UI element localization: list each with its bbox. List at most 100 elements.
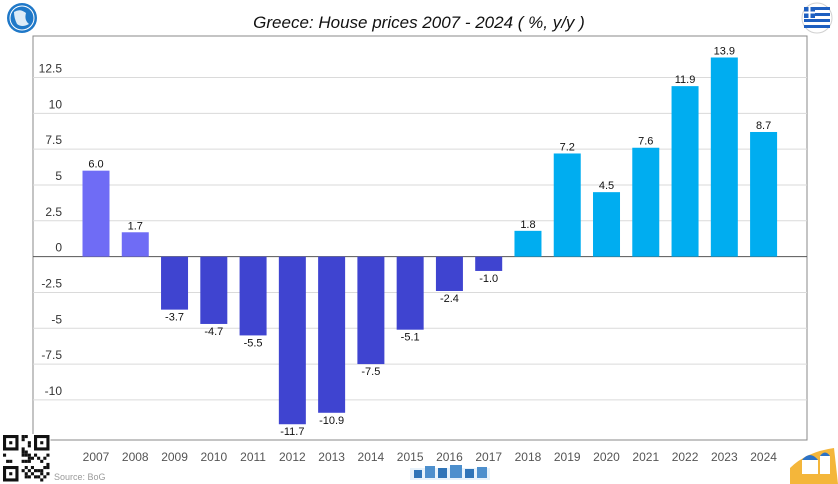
greek-flag-icon [801, 2, 833, 34]
qr-module [24, 450, 28, 454]
qr-module [34, 453, 38, 457]
qr-module [43, 466, 47, 470]
qr-module [27, 444, 31, 448]
x-axis-ticks: 2007 2008 2009 2010 2011 2012 2013 2014 2015 2016… [83, 450, 778, 464]
data-label: 8.7 [756, 120, 771, 132]
bars [82, 57, 778, 425]
x-tick-label: 2013 [318, 450, 345, 464]
qr-module [30, 466, 34, 470]
qr-module [27, 453, 31, 457]
x-tick-label: 2011 [240, 450, 266, 464]
y-tick-label: -7.5 [41, 348, 62, 362]
qr-module [24, 475, 28, 479]
x-tick-label: 2024 [750, 450, 777, 464]
data-label: -5.5 [244, 337, 263, 349]
qr-finder-dot [40, 441, 44, 445]
qr-module [43, 456, 47, 460]
x-tick-label: 2009 [161, 450, 188, 464]
qr-module [3, 453, 7, 457]
y-axis-ticks: 12.5 10 7.5 5 2.5 0 -2.5 -5 -7.5 -10 [39, 62, 63, 398]
x-tick-label: 2008 [122, 450, 149, 464]
qr-module [21, 438, 25, 442]
globe-icon [7, 3, 37, 33]
qr-module [40, 478, 44, 482]
x-tick-label: 2015 [397, 450, 424, 464]
x-tick-label: 2022 [672, 450, 699, 464]
bar [514, 230, 542, 257]
x-tick-label: 2018 [515, 450, 542, 464]
x-tick-label: 2010 [200, 450, 227, 464]
qr-finder-dot [9, 441, 13, 445]
bar [475, 256, 503, 271]
qr-module [30, 472, 34, 476]
bar [82, 170, 110, 257]
bar [357, 256, 385, 365]
bar [121, 232, 149, 257]
x-tick-label: 2007 [83, 450, 110, 464]
y-tick-label: 0 [55, 241, 62, 255]
qr-module [27, 475, 31, 479]
qr-module [27, 456, 31, 460]
data-label: 11.9 [675, 74, 696, 86]
qr-module [21, 469, 25, 473]
qr-module [27, 469, 31, 473]
qr-module [34, 475, 38, 479]
bar [396, 256, 424, 330]
data-label: 7.6 [638, 136, 653, 148]
qr-module [24, 453, 28, 457]
plot-area: 12.5 10 7.5 5 2.5 0 -2.5 -5 -7.5 -10 6.0 1.7 -3.7 -4… [32, 35, 808, 464]
data-label: -7.5 [361, 366, 380, 378]
qr-module [30, 456, 34, 460]
data-label: 1.7 [128, 220, 143, 232]
data-label: 4.5 [599, 180, 614, 192]
bar [750, 131, 778, 257]
qr-module [6, 459, 10, 463]
bar [593, 192, 621, 257]
plot-frame [32, 35, 808, 441]
qr-module [21, 435, 25, 439]
chart-title: Greece: House prices 2007 - 2024 ( %, y/… [253, 13, 585, 32]
data-label: 13.9 [714, 45, 735, 57]
qr-module [40, 459, 44, 463]
bar [435, 256, 463, 292]
x-tick-label: 2014 [358, 450, 385, 464]
x-tick-label: 2023 [711, 450, 738, 464]
qr-module [24, 466, 28, 470]
qr-module [46, 462, 50, 466]
data-label: -2.4 [440, 293, 459, 305]
data-label: -1.0 [479, 273, 498, 285]
qr-module [37, 475, 41, 479]
qr-code-icon [2, 434, 51, 483]
data-label: -5.1 [401, 332, 420, 344]
qr-module [21, 453, 25, 457]
y-tick-label: -2.5 [41, 276, 62, 290]
qr-module [46, 453, 50, 457]
qr-module [34, 469, 38, 473]
y-tick-label: 7.5 [45, 133, 62, 147]
bar [161, 256, 189, 310]
y-tick-label: 5 [55, 169, 62, 183]
qr-module [21, 447, 25, 451]
bar [318, 256, 346, 413]
x-tick-label: 2021 [632, 450, 659, 464]
qr-module [40, 472, 44, 476]
x-tick-label: 2020 [593, 450, 620, 464]
qr-module [37, 469, 41, 473]
bar [200, 256, 228, 324]
qr-module [24, 472, 28, 476]
x-tick-label: 2012 [279, 450, 306, 464]
qr-module [24, 459, 28, 463]
data-label: -4.7 [204, 326, 223, 338]
qr-module [37, 456, 41, 460]
data-label: -3.7 [165, 312, 184, 324]
y-tick-label: -5 [51, 312, 62, 326]
x-tick-label: 2017 [475, 450, 502, 464]
bar [632, 147, 660, 257]
qr-module [21, 459, 25, 463]
qr-module [27, 441, 31, 445]
bar [239, 256, 267, 336]
data-label: 6.0 [88, 159, 103, 171]
qr-module [40, 469, 44, 473]
y-tick-label: 12.5 [39, 62, 63, 76]
